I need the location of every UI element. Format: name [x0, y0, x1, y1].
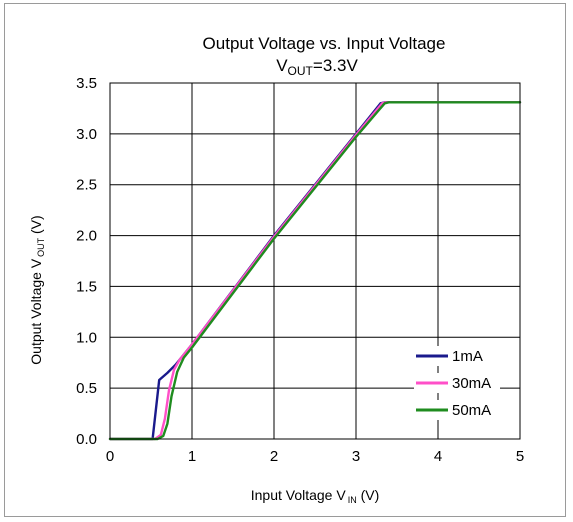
- series-lines: [108, 101, 522, 441]
- series-line-50mA: [108, 101, 522, 441]
- y-axis-label: Output Voltage VOUT (V): [28, 215, 46, 364]
- x-tick-label: 0: [106, 448, 114, 465]
- y-tick-label: 0.0: [76, 431, 97, 448]
- y-tick-label: 1.5: [76, 278, 97, 295]
- legend-entry-bg: [414, 373, 500, 393]
- x-axis-label: Input Voltage V IN (V): [251, 487, 380, 505]
- y-tick-label: 3.0: [76, 126, 97, 143]
- chart-frame: [4, 3, 566, 517]
- legend-entry-bg: [414, 400, 500, 420]
- y-tick-label: 3.5: [76, 75, 97, 92]
- tick-labels: 0 1 2 3 4 5 0.0 0.5 1.0 1.5 2.0 2.5 3.0 3.5: [76, 75, 524, 465]
- y-tick-label: 1.0: [76, 329, 97, 346]
- x-tick-label: 2: [270, 448, 278, 465]
- plot-area-border: [109, 82, 521, 440]
- x-tick-label: 4: [434, 448, 442, 465]
- chart-subtitle: VOUT=3.3V: [276, 56, 358, 78]
- y-tick-label: 2.5: [76, 177, 97, 194]
- series-line-30mA: [108, 101, 522, 441]
- chart-title: Output Voltage vs. Input Voltage: [203, 34, 446, 53]
- x-tick-label: 3: [352, 448, 360, 465]
- legend-label-1mA: 1mA: [452, 348, 483, 365]
- legend-label-50mA: 50mA: [452, 402, 491, 419]
- y-tick-label: 2.0: [76, 228, 97, 245]
- x-tick-label: 1: [188, 448, 196, 465]
- legend: 1mA 30mA 50mA: [414, 346, 500, 420]
- legend-entry-bg: [414, 346, 500, 366]
- legend-label-30mA: 30mA: [452, 375, 491, 392]
- y-tick-label: 0.5: [76, 380, 97, 397]
- x-tick-label: 5: [516, 448, 524, 465]
